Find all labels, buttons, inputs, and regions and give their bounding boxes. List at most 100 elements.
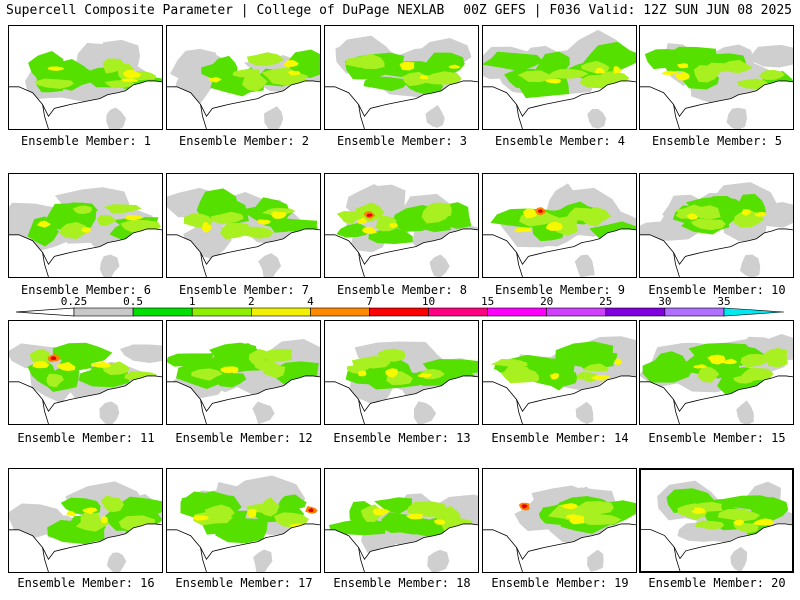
ensemble-panel-10[interactable]: [639, 173, 794, 278]
scp-1-contour: [102, 58, 125, 74]
color-scale-legend: 0.25 0.5 1 2 4 7 10 15 20 25 30 35: [0, 296, 800, 320]
ensemble-panel-2[interactable]: [166, 25, 321, 130]
coastline: [640, 80, 793, 117]
scp-map-15: [640, 334, 793, 424]
scp-025-contour: [252, 401, 275, 424]
member-caption: Ensemble Member: 5: [651, 134, 783, 148]
scp-1-contour: [72, 205, 93, 214]
scp-2-contour: [120, 78, 138, 82]
scp-05-contour: [215, 516, 268, 544]
scp-05-contour: [688, 342, 755, 367]
ensemble-panel-14[interactable]: [482, 320, 637, 425]
ensemble-panel-1[interactable]: [8, 25, 163, 130]
legend-swatch-0.5: [132, 307, 193, 317]
ensemble-panel-9[interactable]: [482, 173, 637, 278]
ensemble-panel-5[interactable]: [639, 25, 794, 130]
legend-label: 25: [599, 295, 613, 308]
member-caption: Ensemble Member: 9: [494, 283, 626, 297]
ensemble-panel-19[interactable]: [482, 468, 637, 573]
map-title: Supercell Composite Parameter | College …: [6, 3, 445, 18]
scp-2-contour: [569, 515, 585, 525]
scp-025-contour: [427, 549, 450, 572]
scp-1-contour: [46, 373, 64, 388]
scp-2-contour: [193, 515, 210, 521]
scp-2-contour: [741, 209, 752, 216]
member-caption: Ensemble Member: 18: [333, 576, 471, 590]
scp-2-contour: [733, 519, 744, 526]
ensemble-panel-11[interactable]: [8, 320, 163, 425]
scp-2-contour: [80, 227, 91, 233]
scp-05-contour: [52, 342, 113, 365]
legend-swatch-20: [546, 307, 607, 317]
scp-2-contour: [201, 222, 212, 233]
scp-1-contour: [30, 349, 52, 364]
member-caption: Ensemble Member: 17: [175, 576, 313, 590]
ensemble-panel-13[interactable]: [324, 320, 479, 425]
scp-025-contour: [751, 44, 793, 68]
scp-2-contour: [514, 227, 532, 233]
scp-2-contour: [362, 226, 377, 235]
scp-2-contour: [32, 361, 50, 369]
scp-05-contour: [368, 227, 413, 244]
scp-2-contour: [37, 220, 52, 228]
scp-2-contour: [549, 372, 560, 380]
scp-05-contour: [650, 351, 689, 378]
member-caption: Ensemble Member: 11: [17, 431, 155, 445]
scp-1-contour: [740, 368, 774, 382]
ensemble-panel-8[interactable]: [324, 173, 479, 278]
member-caption: Ensemble Member: 14: [491, 431, 629, 445]
ensemble-panel-16[interactable]: [8, 468, 163, 573]
scp-2-contour: [754, 211, 767, 217]
coastline: [483, 80, 636, 117]
member-caption: Ensemble Member: 8: [336, 283, 468, 297]
member-caption: Ensemble Member: 12: [175, 431, 313, 445]
scp-2-contour: [66, 510, 76, 517]
scp-025-contour: [425, 104, 445, 128]
scp-1-contour: [697, 366, 720, 383]
scp-2-contour: [660, 70, 679, 75]
scp-map-11: [9, 342, 162, 424]
scp-1-contour: [582, 363, 609, 372]
scp-1-contour: [426, 202, 452, 219]
scp-2-contour: [399, 62, 415, 71]
scp-1-contour: [580, 513, 622, 526]
scp-05-contour: [374, 497, 413, 514]
scp-map-12: [167, 338, 320, 424]
ensemble-panel-18[interactable]: [324, 468, 479, 573]
scp-2-contour: [125, 215, 145, 221]
legend-label: 10: [421, 295, 436, 308]
gulf-of-mexico: [167, 228, 320, 277]
us-mexico-border: [42, 104, 49, 129]
legend-below-min-arrow: [15, 307, 75, 317]
scp-1-contour: [717, 508, 761, 522]
legend-label: 4: [307, 295, 314, 308]
member-caption: Ensemble Member: 6: [20, 283, 152, 297]
gulf-of-mexico: [483, 228, 636, 277]
us-mexico-border: [200, 104, 207, 129]
ensemble-panel-12[interactable]: [166, 320, 321, 425]
gulf-of-mexico: [640, 80, 793, 129]
scp-05-contour: [336, 223, 370, 238]
member-caption: Ensemble Member: 13: [333, 431, 471, 445]
scp-map-18: [325, 493, 478, 572]
scp-2-contour: [372, 508, 391, 516]
legend-above-max-arrow: [723, 307, 785, 317]
legend-label: 15: [480, 295, 495, 308]
scp-2-contour: [691, 507, 706, 514]
scp-025-contour: [736, 400, 754, 424]
scp-1-contour: [675, 204, 707, 219]
ensemble-panel-17[interactable]: [166, 468, 321, 573]
member-caption: Ensemble Member: 19: [491, 576, 629, 590]
scp-05-contour: [214, 373, 247, 388]
gulf-of-mexico: [325, 375, 478, 424]
coastline: [325, 80, 478, 117]
ensemble-panel-4[interactable]: [482, 25, 637, 130]
scp-025-contour: [730, 546, 748, 571]
ensemble-panel-6[interactable]: [8, 173, 163, 278]
scp-025-contour: [264, 106, 284, 129]
scp-2-contour: [82, 507, 98, 515]
ensemble-panel-3[interactable]: [324, 25, 479, 130]
ensemble-panel-7[interactable]: [166, 173, 321, 278]
ensemble-panel-20[interactable]: [639, 468, 794, 573]
ensemble-panel-15[interactable]: [639, 320, 794, 425]
